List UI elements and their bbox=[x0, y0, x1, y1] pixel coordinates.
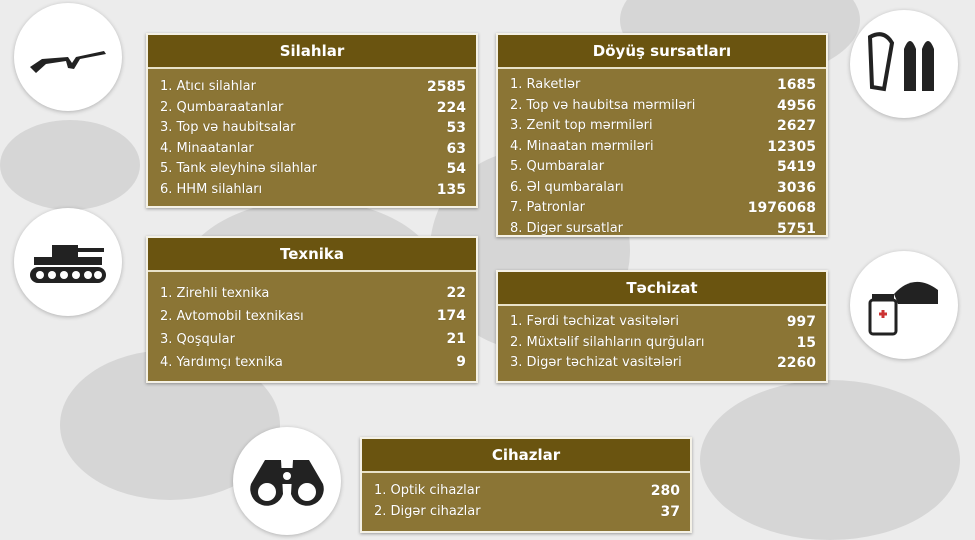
list-item: 3. Qoşqular 21 bbox=[160, 328, 466, 351]
item-label: 3. Qoşqular bbox=[160, 332, 235, 347]
item-value: 2260 bbox=[777, 355, 816, 371]
item-label: 3. Top və haubitsalar bbox=[160, 120, 296, 135]
item-value: 37 bbox=[660, 503, 680, 520]
binoculars-icon bbox=[233, 427, 341, 535]
list-item: 8. Digər sursatlar 5751 bbox=[510, 219, 816, 240]
item-label: 1. Fərdi təchizat vasitələri bbox=[510, 314, 679, 329]
list-item: 2. Top və haubitsa mərmiləri 4956 bbox=[510, 96, 816, 117]
panel-title: Texnika bbox=[148, 238, 476, 272]
list-item: 2. Müxtəlif silahların qurğuları 15 bbox=[510, 333, 816, 354]
item-label: 8. Digər sursatlar bbox=[510, 220, 624, 236]
item-label: 1. Optik cihazlar bbox=[374, 483, 481, 498]
item-value: 1685 bbox=[777, 77, 816, 93]
item-label: 5. Qumbaralar bbox=[510, 159, 605, 174]
list-item: 5. Tank əleyhinə silahlar 54 bbox=[160, 159, 466, 180]
item-value: 9 bbox=[456, 354, 466, 370]
panel-title: Silahlar bbox=[148, 35, 476, 69]
item-label: 6. HHM silahları bbox=[160, 181, 263, 197]
item-label: 3. Zenit top mərmiləri bbox=[510, 118, 653, 133]
item-value: 54 bbox=[446, 161, 466, 177]
list-item: 3. Top və haubitsalar 53 bbox=[160, 118, 466, 139]
medkit-helmet-icon bbox=[850, 251, 958, 359]
item-value: 15 bbox=[796, 334, 816, 351]
item-label: 7. Patronlar bbox=[510, 200, 586, 215]
item-value: 21 bbox=[446, 331, 466, 347]
item-value: 174 bbox=[436, 308, 466, 324]
item-value: 12305 bbox=[767, 138, 816, 155]
item-label: 4. Minaatanlar bbox=[160, 140, 254, 156]
panel-cihazlar: Cihazlar 1. Optik cihazlar 280 2. Digər ci… bbox=[360, 437, 692, 533]
list-item: 1. Raketlər 1685 bbox=[510, 75, 816, 96]
item-value: 22 bbox=[446, 285, 466, 301]
list-item: 6. Əl qumbaraları 3036 bbox=[510, 178, 816, 199]
list-item: 1. Optik cihazlar 280 bbox=[374, 481, 680, 502]
item-label: 3. Digər təchizat vasitələri bbox=[510, 355, 682, 370]
item-value: 4956 bbox=[777, 97, 816, 114]
list-item: 2. Digər cihazlar 37 bbox=[374, 502, 680, 523]
item-value: 224 bbox=[436, 99, 466, 116]
list-item: 5. Qumbaralar 5419 bbox=[510, 157, 816, 178]
panel-sursatlar: Döyüş sursatları 1. Raketlər 1685 2. Top v… bbox=[496, 33, 828, 237]
item-label: 2. Top və haubitsa mərmiləri bbox=[510, 97, 696, 113]
panel-title: Cihazlar bbox=[362, 439, 690, 473]
panel-techizat: Təchizat 1. Fərdi təchizat vasitələri 997… bbox=[496, 270, 828, 383]
panel-texnika: Texnika 1. Zirehli texnika 22 2. Avtomobil… bbox=[146, 236, 478, 383]
list-item: 1. Zirehli texnika 22 bbox=[160, 282, 466, 305]
list-item: 3. Zenit top mərmiləri 2627 bbox=[510, 116, 816, 137]
panel-title: Təchizat bbox=[498, 272, 826, 306]
list-item: 6. HHM silahları 135 bbox=[160, 180, 466, 201]
item-value: 63 bbox=[446, 140, 466, 157]
list-item: 4. Yardımçı texnika 9 bbox=[160, 351, 466, 374]
tank-icon bbox=[14, 208, 122, 316]
item-label: 1. Atıcı silahlar bbox=[160, 79, 256, 94]
rifle-icon bbox=[14, 3, 122, 111]
item-value: 2627 bbox=[777, 118, 816, 134]
item-value: 135 bbox=[436, 181, 466, 198]
item-label: 1. Zirehli texnika bbox=[160, 286, 270, 301]
item-label: 1. Raketlər bbox=[510, 77, 581, 92]
item-value: 3036 bbox=[777, 179, 816, 196]
item-label: 4. Yardımçı texnika bbox=[160, 355, 283, 370]
item-label: 4. Minaatan mərmiləri bbox=[510, 138, 654, 154]
list-item: 7. Patronlar 1976068 bbox=[510, 198, 816, 219]
list-item: 3. Digər təchizat vasitələri 2260 bbox=[510, 353, 816, 374]
item-label: 2. Digər cihazlar bbox=[374, 503, 481, 519]
list-item: 1. Fərdi təchizat vasitələri 997 bbox=[510, 312, 816, 333]
item-value: 997 bbox=[786, 314, 816, 330]
list-item: 4. Minaatanlar 63 bbox=[160, 139, 466, 160]
item-label: 2. Müxtəlif silahların qurğuları bbox=[510, 334, 705, 350]
list-item: 2. Qumbaraatanlar 224 bbox=[160, 98, 466, 119]
item-value: 53 bbox=[446, 120, 466, 136]
item-value: 5419 bbox=[777, 159, 816, 175]
item-value: 5751 bbox=[777, 220, 816, 237]
item-value: 1976068 bbox=[747, 200, 816, 216]
item-label: 2. Avtomobil texnikası bbox=[160, 309, 304, 324]
ammunition-icon bbox=[850, 10, 958, 118]
list-item: 1. Atıcı silahlar 2585 bbox=[160, 77, 466, 98]
panel-title: Döyüş sursatları bbox=[498, 35, 826, 69]
item-value: 280 bbox=[650, 483, 680, 499]
item-label: 2. Qumbaraatanlar bbox=[160, 99, 284, 115]
item-label: 6. Əl qumbaraları bbox=[510, 179, 624, 195]
list-item: 4. Minaatan mərmiləri 12305 bbox=[510, 137, 816, 158]
list-item: 2. Avtomobil texnikası 174 bbox=[160, 305, 466, 328]
item-value: 2585 bbox=[427, 79, 466, 95]
item-label: 5. Tank əleyhinə silahlar bbox=[160, 161, 317, 176]
panel-silahlar: Silahlar 1. Atıcı silahlar 2585 2. Qumbara… bbox=[146, 33, 478, 208]
